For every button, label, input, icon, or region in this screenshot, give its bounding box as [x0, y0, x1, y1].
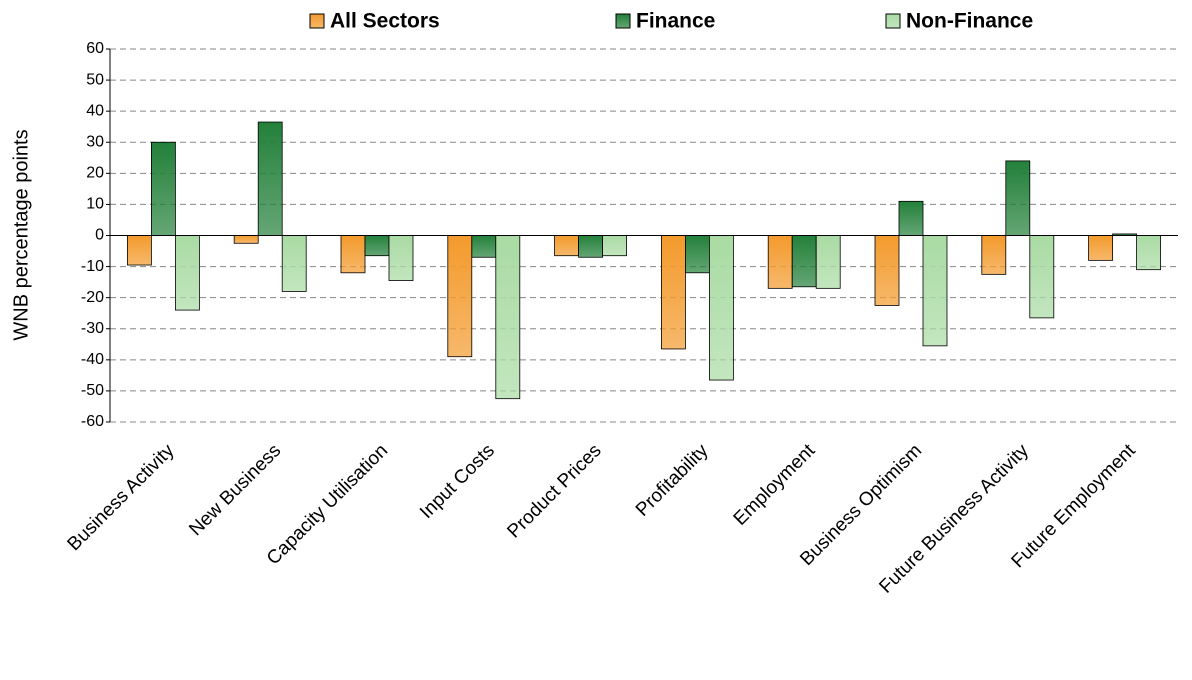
bar	[495, 235, 521, 400]
bar	[815, 235, 841, 289]
legend-swatch	[615, 13, 631, 29]
bar	[233, 235, 259, 244]
y-tick-label: 10	[86, 196, 104, 213]
y-tick-label: 40	[86, 102, 104, 119]
bar	[281, 235, 307, 292]
bar	[874, 235, 900, 306]
y-tick-label: -30	[81, 320, 104, 337]
y-tick-label: 30	[86, 133, 104, 150]
bar	[340, 235, 366, 274]
legend-swatch	[309, 13, 325, 29]
y-tick-label: 20	[86, 165, 104, 182]
bar	[447, 235, 473, 358]
bar	[578, 235, 603, 258]
bar	[898, 200, 924, 236]
bar	[661, 235, 686, 350]
legend-label: Finance	[636, 10, 715, 33]
bar	[981, 235, 1007, 275]
y-tick-label: 60	[86, 40, 104, 57]
y-tick-label: -10	[81, 258, 104, 275]
bar	[554, 235, 579, 257]
x-tick-label: New Business	[185, 440, 285, 540]
bar	[602, 235, 627, 257]
bar	[364, 235, 390, 257]
bar	[127, 235, 152, 266]
bar	[257, 121, 283, 236]
y-tick-label: 0	[95, 227, 104, 244]
bar	[1005, 160, 1031, 236]
legend-label: Non-Finance	[906, 10, 1033, 33]
y-tick-label: -50	[81, 382, 104, 399]
bar	[150, 141, 176, 236]
y-tick-label: -60	[81, 413, 104, 430]
bar	[922, 235, 948, 347]
x-tick-label: Capacity Utilisation	[263, 440, 392, 569]
bar	[388, 235, 414, 281]
x-tick-label: Product Prices	[503, 440, 605, 542]
y-tick-label: -40	[81, 351, 104, 368]
legend-swatch	[885, 13, 901, 29]
bar	[767, 235, 793, 289]
x-tick-label: Profitability	[632, 440, 713, 521]
y-tick-label: 50	[86, 71, 104, 88]
legend-label: All Sectors	[330, 10, 440, 33]
bar	[791, 235, 817, 288]
bar	[685, 235, 710, 274]
x-tick-label: Input Costs	[416, 440, 499, 523]
bar	[1088, 235, 1113, 261]
x-tick-label: Business Activity	[64, 440, 179, 555]
y-axis-label: WNB percentage points	[10, 129, 32, 340]
x-tick-label: Employment	[730, 440, 820, 530]
bar	[1029, 235, 1055, 319]
bar	[174, 235, 200, 311]
bar	[709, 235, 734, 381]
bar	[471, 235, 497, 258]
bar	[1136, 235, 1161, 271]
y-tick-label: -20	[81, 289, 104, 306]
